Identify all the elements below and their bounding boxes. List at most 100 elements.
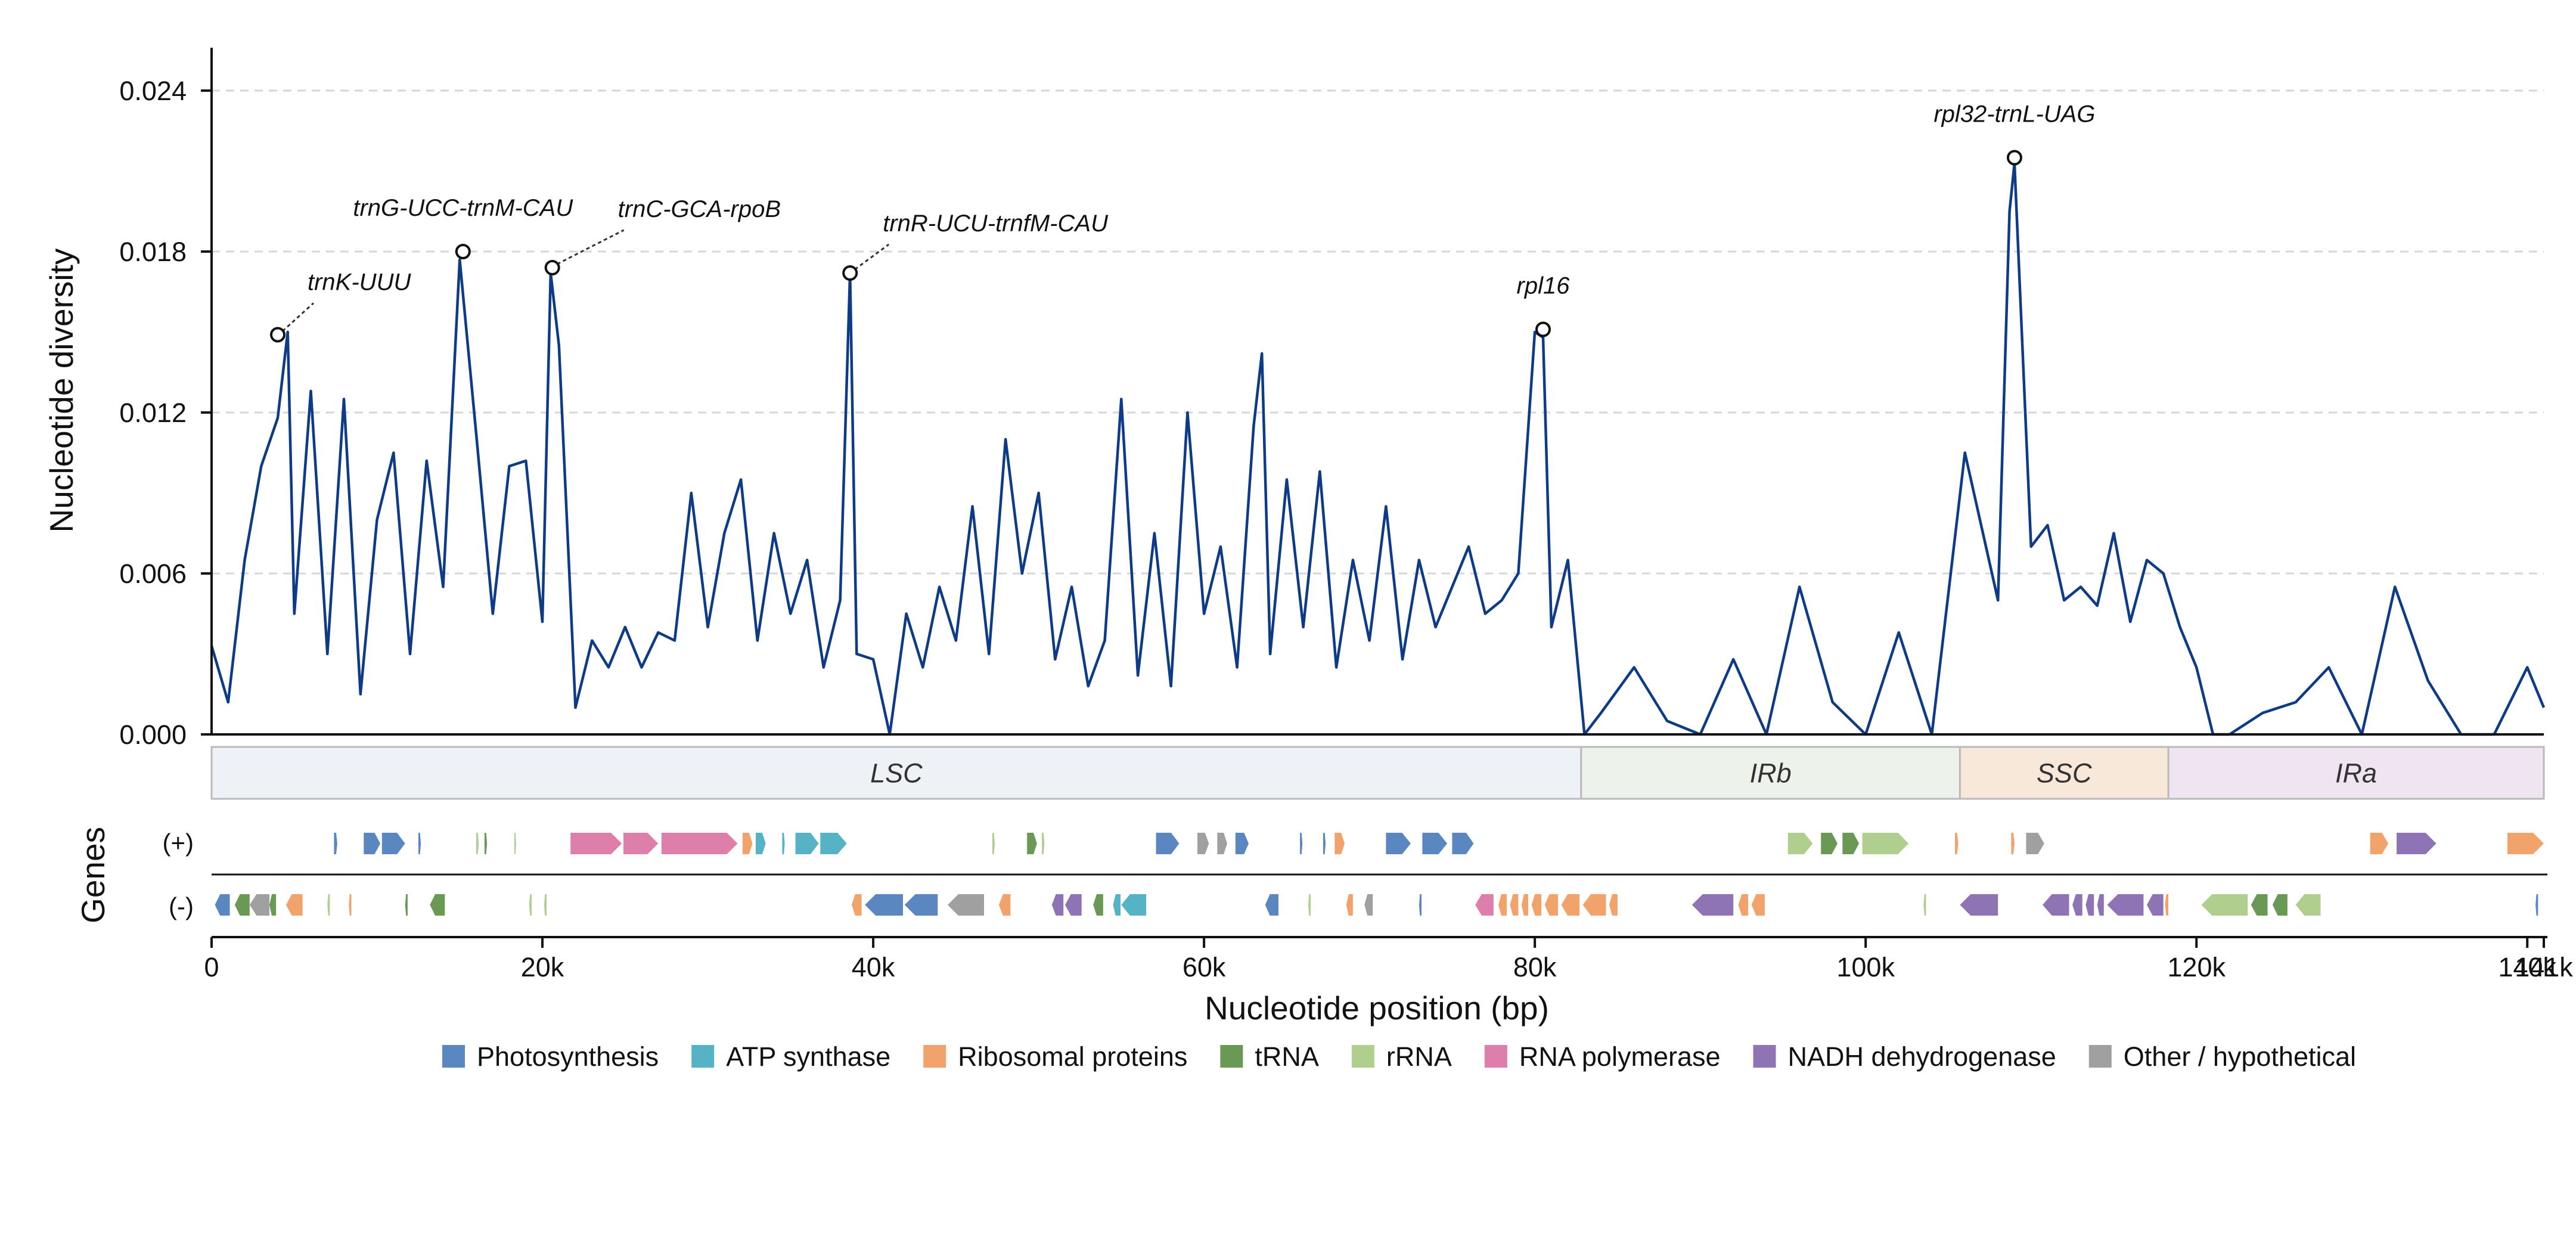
gene-plus-10 bbox=[742, 833, 753, 854]
gene-minus-9 bbox=[529, 894, 532, 916]
gene-minus-21 bbox=[1265, 894, 1278, 916]
x-tick-label: 40k bbox=[852, 952, 895, 982]
peak-label: trnG-UCC-trnM-CAU bbox=[353, 195, 573, 221]
region-label: SSC bbox=[2037, 758, 2092, 789]
gene-minus-30 bbox=[1531, 894, 1542, 916]
legend-label: rRNA bbox=[1386, 1041, 1452, 1072]
x-tick-label: 100k bbox=[1836, 952, 1895, 982]
gene-minus-33 bbox=[1582, 894, 1606, 916]
legend-label: tRNA bbox=[1255, 1041, 1319, 1072]
gene-minus-26 bbox=[1475, 894, 1494, 916]
legend: Photosynthesis ATP synthase Ribosomal prot… bbox=[442, 1041, 2356, 1072]
legend-label: NADH dehydrogenase bbox=[1788, 1041, 2056, 1072]
legend-swatch bbox=[1484, 1045, 1507, 1068]
peak-marker bbox=[455, 244, 471, 259]
gene-minus-49 bbox=[2272, 894, 2288, 916]
gene-minus-28 bbox=[1510, 894, 1519, 916]
gene-plus-37 bbox=[2507, 833, 2544, 854]
gene-plus-24 bbox=[1334, 833, 1345, 854]
gene-minus-22 bbox=[1308, 894, 1311, 916]
gene-minus-10 bbox=[544, 894, 547, 916]
gene-plus-25 bbox=[1386, 833, 1411, 854]
gene-plus-26 bbox=[1422, 833, 1448, 854]
gene-plus-34 bbox=[2026, 833, 2044, 854]
gene-plus-6 bbox=[514, 833, 516, 854]
gene-plus-22 bbox=[1300, 833, 1303, 854]
gene-plus-17 bbox=[1042, 833, 1045, 854]
gene-minus-39 bbox=[1960, 894, 1998, 916]
peak-marker bbox=[842, 265, 858, 281]
x-tick-label: 0 bbox=[204, 952, 219, 982]
x-tick-label: 80k bbox=[1513, 952, 1557, 982]
legend-swatch bbox=[1351, 1045, 1374, 1068]
peak-label: rpl32-trnL-UAG bbox=[1933, 101, 2095, 128]
minus-strand-label: (-) bbox=[169, 892, 194, 920]
gene-minus-20 bbox=[1121, 894, 1146, 916]
gene-plus-31 bbox=[1862, 833, 1909, 854]
gene-minus-6 bbox=[349, 894, 352, 916]
y-tick-label: 0.006 bbox=[119, 559, 187, 589]
gene-minus-43 bbox=[2097, 894, 2104, 916]
gene-minus-47 bbox=[2201, 894, 2248, 916]
gene-minus-0 bbox=[215, 894, 230, 916]
gene-minus-3 bbox=[269, 894, 277, 916]
gene-minus-41 bbox=[2072, 894, 2082, 916]
peak-leader-line bbox=[854, 243, 890, 271]
gene-minus-5 bbox=[327, 894, 330, 916]
gene-minus-2 bbox=[249, 894, 270, 916]
gene-minus-25 bbox=[1419, 894, 1422, 916]
gene-minus-8 bbox=[430, 894, 445, 916]
x-tick-label: 140k bbox=[2498, 952, 2556, 982]
gene-plus-1 bbox=[364, 833, 381, 854]
gene-plus-2 bbox=[381, 833, 405, 854]
gene-plus-9 bbox=[661, 833, 738, 854]
gene-minus-12 bbox=[865, 894, 903, 916]
y-tick-label: 0.000 bbox=[119, 720, 187, 750]
gene-plus-7 bbox=[570, 833, 622, 854]
gene-minus-44 bbox=[2107, 894, 2144, 916]
x-axis-title: Nucleotide position (bp) bbox=[1205, 990, 1549, 1026]
y-tick-label: 0.012 bbox=[119, 398, 187, 428]
gene-plus-27 bbox=[1452, 833, 1474, 854]
gene-minus-18 bbox=[1093, 894, 1103, 916]
gene-plus-5 bbox=[484, 833, 488, 854]
gene-plus-28 bbox=[1787, 833, 1813, 854]
gene-minus-35 bbox=[1692, 894, 1734, 916]
legend-swatch bbox=[1753, 1045, 1776, 1068]
peak-label: rpl16 bbox=[1517, 273, 1571, 299]
gene-plus-4 bbox=[476, 833, 479, 854]
legend-swatch bbox=[2088, 1045, 2112, 1068]
gene-plus-36 bbox=[2397, 833, 2437, 854]
gene-plus-11 bbox=[756, 833, 766, 854]
legend-label: Other / hypothetical bbox=[2124, 1041, 2356, 1072]
gene-minus-32 bbox=[1561, 894, 1580, 916]
peak-marker bbox=[1535, 321, 1551, 337]
peak-leader-line bbox=[557, 229, 625, 265]
gene-minus-48 bbox=[2251, 894, 2268, 916]
legend-swatch bbox=[923, 1045, 946, 1068]
axes: 0.000 0.006 0.012 0.018 0.024 0 20k 40k 60k 80k 10… bbox=[119, 48, 2573, 982]
gene-plus-18 bbox=[1156, 833, 1180, 854]
gene-minus-17 bbox=[1065, 894, 1082, 916]
gene-plus-12 bbox=[782, 833, 785, 854]
gene-minus-15 bbox=[999, 894, 1011, 916]
gene-plus-23 bbox=[1323, 833, 1326, 854]
legend-label: RNA polymerase bbox=[1519, 1041, 1721, 1072]
y-axis-title: Nucleotide diversity bbox=[43, 248, 80, 532]
diversity-line bbox=[210, 162, 2546, 736]
x-tick-label: 60k bbox=[1183, 952, 1226, 982]
gene-track bbox=[212, 833, 2547, 916]
plus-strand-label: (+) bbox=[163, 829, 194, 857]
region-ira bbox=[2167, 746, 2545, 800]
gene-plus-19 bbox=[1197, 833, 1209, 854]
gene-plus-33 bbox=[2011, 833, 2015, 854]
gene-plus-0 bbox=[334, 833, 337, 854]
peak-leader-line bbox=[282, 302, 315, 332]
peak-annotations: trnK-UUU trnG-UCC-trnM-CAU trnC-GCA-rpoB tr… bbox=[270, 101, 2096, 343]
peak-marker bbox=[2006, 150, 2022, 166]
gene-plus-21 bbox=[1235, 833, 1249, 854]
gene-plus-15 bbox=[992, 833, 995, 854]
gene-minus-46 bbox=[2165, 894, 2168, 916]
peak-marker bbox=[270, 327, 286, 343]
